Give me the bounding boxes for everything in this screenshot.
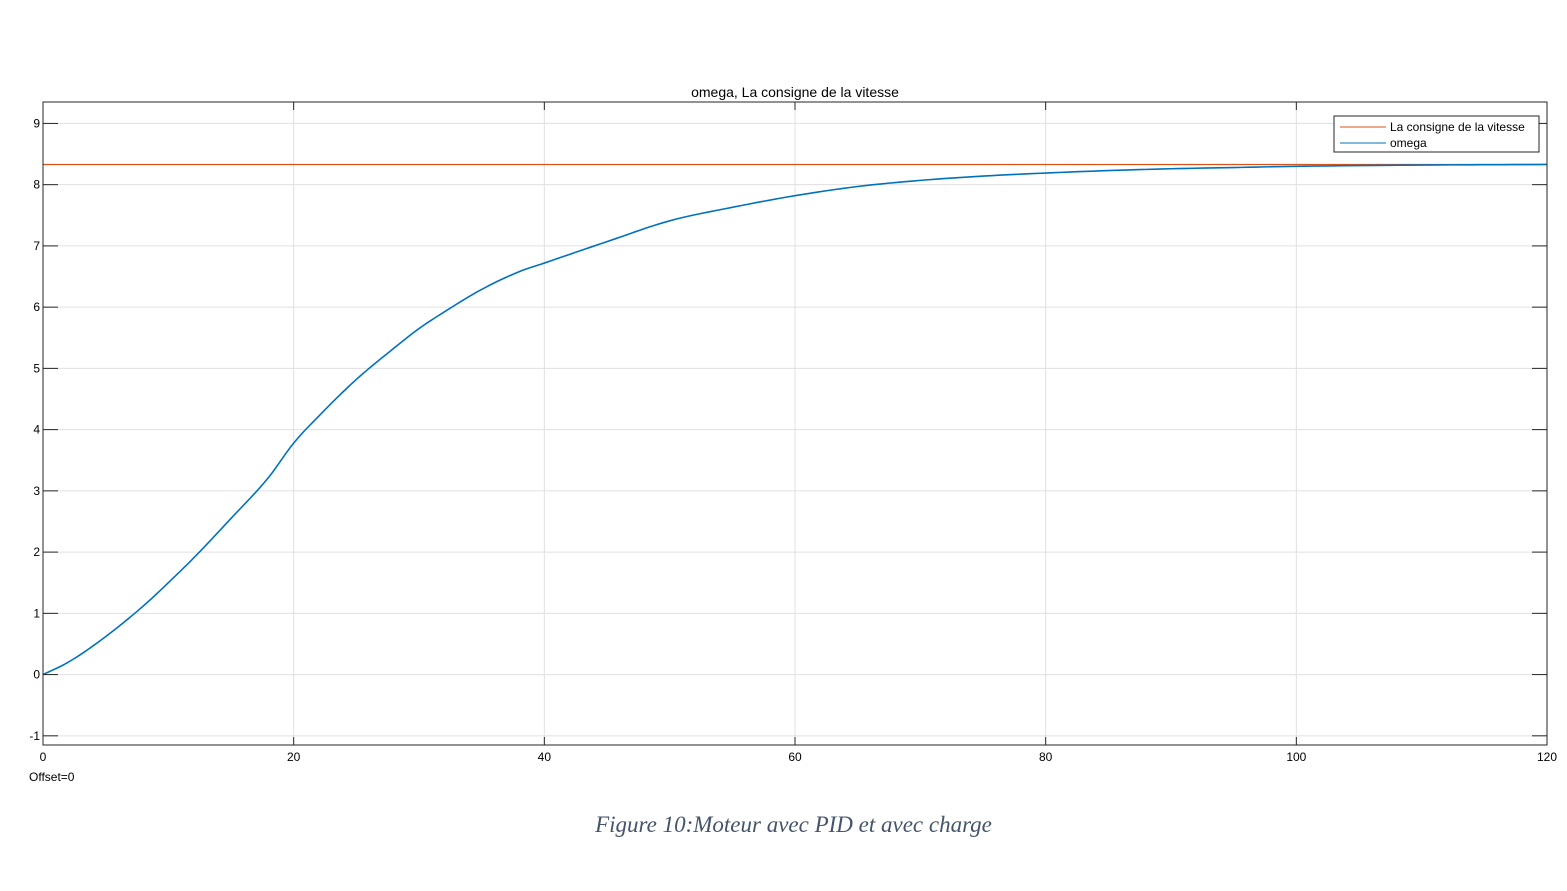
y-tick-label: 0 bbox=[33, 668, 40, 682]
y-tick-label: 1 bbox=[33, 606, 40, 620]
x-tick-label: 40 bbox=[538, 750, 552, 764]
y-tick-label: 2 bbox=[33, 545, 40, 559]
chart-title: omega, La consigne de la vitesse bbox=[691, 84, 899, 100]
series-line-omega bbox=[42, 163, 1548, 676]
y-tick-label: 7 bbox=[33, 239, 40, 253]
y-tick-label: 9 bbox=[33, 116, 40, 130]
y-tick-label: 8 bbox=[33, 178, 40, 192]
series-group bbox=[42, 163, 1548, 676]
legend-box bbox=[1333, 115, 1540, 153]
legend-label-omega: omega bbox=[1390, 136, 1427, 150]
y-tick-label: 6 bbox=[33, 300, 40, 314]
x-tick-label: 80 bbox=[1039, 750, 1053, 764]
offset-label: Offset=0 bbox=[29, 770, 75, 784]
x-tick-label: 60 bbox=[788, 750, 802, 764]
x-tick-label: 20 bbox=[287, 750, 301, 764]
legend: La consigne de la vitesse omega bbox=[1333, 115, 1540, 153]
legend-label-setpoint: La consigne de la vitesse bbox=[1390, 120, 1525, 134]
y-tick-label: 3 bbox=[33, 484, 40, 498]
x-tick-label: 0 bbox=[40, 750, 47, 764]
x-tick-label: 100 bbox=[1286, 750, 1306, 764]
x-tick-label: 120 bbox=[1537, 750, 1557, 764]
y-tick-label: -1 bbox=[29, 729, 40, 743]
y-tick-label: 5 bbox=[33, 361, 40, 375]
y-tick-label: 4 bbox=[33, 423, 40, 437]
grid bbox=[43, 102, 1547, 745]
figure-caption: Figure 10:Moteur avec PID et avec charge bbox=[595, 812, 992, 837]
